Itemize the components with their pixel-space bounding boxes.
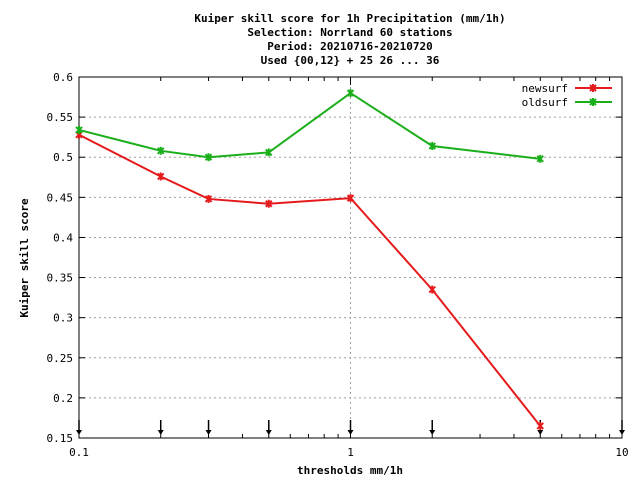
series-line-oldsurf (78, 91, 541, 160)
title-line-2: Selection: Norrland 60 stations (247, 26, 452, 39)
series-newsurf (75, 130, 544, 430)
legend-label-oldsurf: oldsurf (522, 96, 568, 109)
threshold-marker-head (157, 430, 164, 435)
series-line-newsurf (78, 133, 542, 427)
data-point (204, 194, 213, 203)
threshold-marker (429, 420, 436, 435)
threshold-marker-head (537, 430, 544, 435)
ticks: 0.15 0.2 0.25 0.3 0.35 0.4 0.45 0.5 0.55 0.6 0.1 1 1… (47, 71, 629, 459)
y-tick-label: 0.3 (53, 312, 73, 325)
data-point (428, 141, 436, 150)
threshold-marker (76, 420, 82, 435)
threshold-marker-head (205, 430, 212, 435)
data-point (346, 89, 355, 98)
y-tick-label: 0.55 (47, 111, 74, 124)
data-point (265, 199, 273, 208)
data-point (204, 153, 213, 162)
threshold-marker-head (429, 430, 436, 435)
threshold-marker-head (76, 430, 82, 435)
y-tick-label: 0.6 (53, 71, 73, 84)
y-tick-label: 0.25 (47, 352, 74, 365)
data-point (536, 154, 544, 163)
y-tick-label: 0.15 (47, 432, 74, 445)
data-point (157, 146, 165, 155)
title-line-3: Period: 20210716-20210720 (267, 40, 433, 53)
data-point (346, 194, 355, 203)
threshold-marker (347, 420, 354, 435)
y-axis-label: Kuiper skill score (18, 198, 31, 318)
threshold-marker-head (619, 430, 625, 435)
data-point (265, 148, 273, 157)
series-oldsurf (75, 89, 544, 163)
x-tick-label: 10 (615, 446, 628, 459)
y-tick-label: 0.5 (53, 151, 73, 164)
legend-label-newsurf: newsurf (522, 82, 568, 95)
x-tick-label: 0.1 (69, 446, 89, 459)
data-point (75, 125, 83, 134)
threshold-marker-head (265, 430, 272, 435)
data-point (428, 285, 436, 294)
threshold-marker (157, 420, 164, 435)
y-tick-label: 0.4 (53, 231, 73, 244)
x-tick-label: 1 (347, 446, 354, 459)
threshold-marker (619, 420, 625, 435)
y-tick-label: 0.45 (47, 191, 74, 204)
grid (79, 77, 622, 438)
chart-title: Kuiper skill score for 1h Precipitation … (194, 12, 505, 67)
y-tick-label: 0.2 (53, 392, 73, 405)
threshold-marker (265, 420, 272, 435)
threshold-marker-head (347, 430, 354, 435)
data-point (536, 421, 544, 430)
data-point (157, 172, 165, 181)
title-line-1: Kuiper skill score for 1h Precipitation … (194, 12, 505, 25)
x-axis-label: thresholds mm/1h (297, 464, 403, 477)
series (75, 89, 544, 430)
y-tick-label: 0.35 (47, 272, 74, 285)
title-line-4: Used {00,12} + 25 26 ... 36 (261, 54, 440, 67)
threshold-marker (205, 420, 212, 435)
